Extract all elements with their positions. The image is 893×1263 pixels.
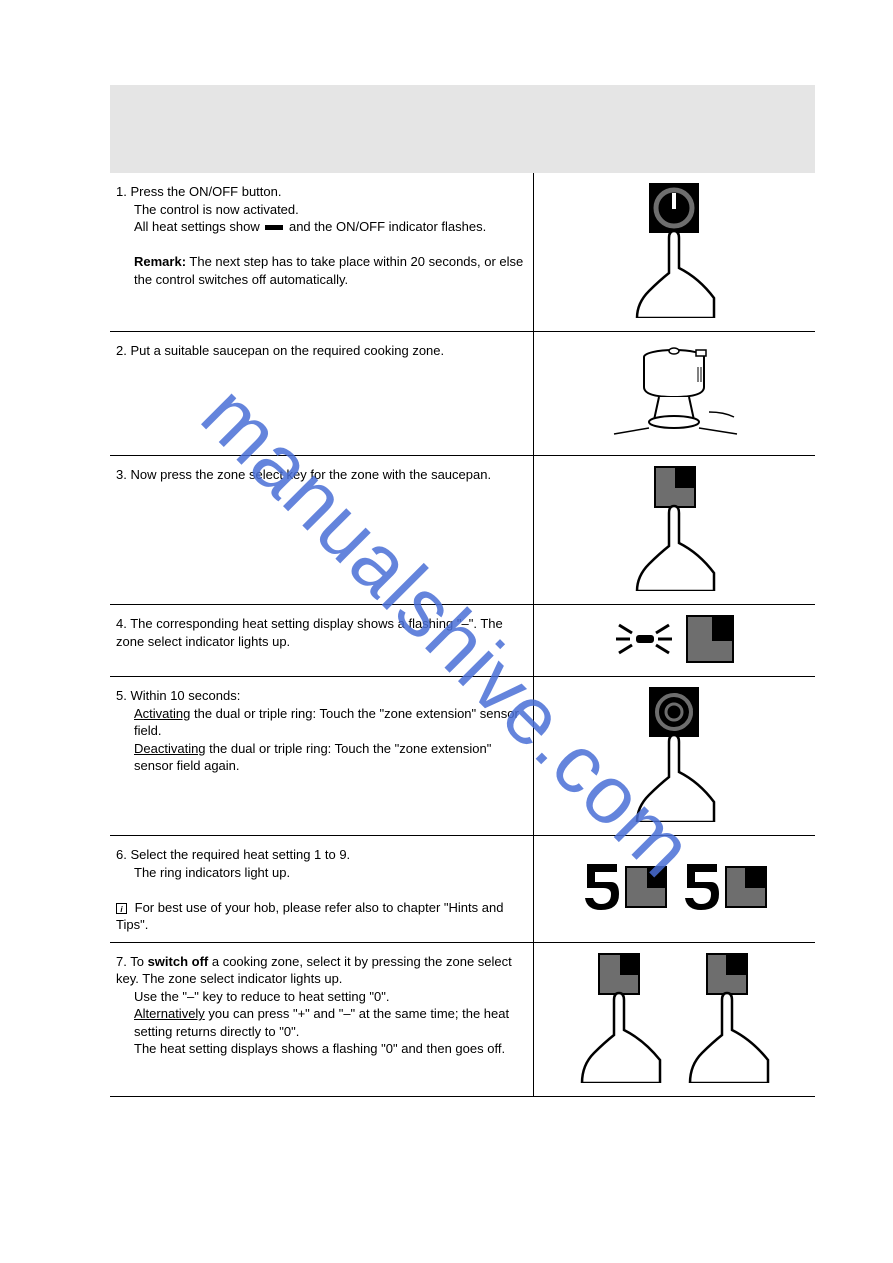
dash-icon (265, 225, 283, 230)
power-with-hand-icon (619, 183, 729, 323)
step-line: Within 10 seconds: (130, 688, 240, 703)
pot-on-zone-icon (609, 342, 739, 447)
table-row: 1. Press the ON/OFF button. The control … (110, 173, 815, 332)
step-number: 7. (116, 954, 127, 969)
step-line: Put a suitable saucepan on the required … (130, 343, 444, 358)
table-row: 6. Select the required heat setting 1 to… (110, 836, 815, 943)
step-7-text: 7. To switch off a cooking zone, select … (110, 942, 533, 1096)
step-5-illustration (533, 677, 815, 836)
step-3-text: 3. Now press the zone select key for the… (110, 456, 533, 605)
table-row: 3. Now press the zone select key for the… (110, 456, 815, 605)
step-line: The heat setting displays shows a flashi… (116, 1040, 527, 1058)
step-line: Activating the dual or triple ring: Touc… (116, 705, 527, 740)
step-line: The control is now activated. (116, 201, 527, 219)
zone-square-icon (686, 615, 734, 668)
zone-right-hand-icon (678, 953, 778, 1088)
step-5-text: 5. Within 10 seconds: Activating the dua… (110, 677, 533, 836)
step-2-text: 2. Put a suitable saucepan on the requir… (110, 332, 533, 456)
flashing-dash-icon (614, 615, 674, 668)
step-6-text: 6. Select the required heat setting 1 to… (110, 836, 533, 943)
info-icon: i (116, 903, 127, 914)
step-3-illustration (533, 456, 815, 605)
step-tip: For best use of your hob, please refer a… (116, 900, 503, 933)
dual- aug-with-hand-icon (619, 687, 729, 827)
steps-table: 1. Press the ON/OFF button. The control … (110, 173, 815, 1097)
table-row: 7. To switch off a cooking zone, select … (110, 942, 815, 1096)
table-row: 5. Within 10 seconds: Activating the dua… (110, 677, 815, 836)
step-line: To switch off a cooking zone, select it … (116, 954, 512, 987)
step-line: Alternatively you can press "+" and "–" … (116, 1005, 527, 1040)
step-line: Deactivating the dual or triple ring: To… (116, 740, 527, 775)
step-number: 1. (116, 184, 127, 199)
digit-5-zone-left-icon (579, 858, 669, 921)
step-number: 2. (116, 343, 127, 358)
step-line: Press the ON/OFF button. (130, 184, 281, 199)
step-number: 5. (116, 688, 127, 703)
table-row: 4. The corresponding heat setting displa… (110, 605, 815, 677)
zone-left-hand-icon (570, 953, 670, 1088)
table-row: 2. Put a suitable saucepan on the requir… (110, 332, 815, 456)
step-2-illustration (533, 332, 815, 456)
step-1-illustration (533, 173, 815, 332)
digit-5-zone-right-icon (679, 858, 769, 921)
step-remark: Remark: The next step has to take place … (116, 253, 527, 288)
step-line: The corresponding heat setting display s… (116, 616, 503, 649)
step-line: Select the required heat setting 1 to 9. (130, 847, 350, 862)
step-number: 3. (116, 467, 127, 482)
step-line: Now press the zone select key for the zo… (130, 467, 491, 482)
step-number: 4. (116, 616, 127, 631)
step-line: All heat settings show and the ON/OFF in… (116, 218, 527, 236)
step-line: Use the "–" key to reduce to heat settin… (116, 988, 527, 1006)
step-line: The ring indicators light up. (116, 864, 527, 882)
step-1-text: 1. Press the ON/OFF button. The control … (110, 173, 533, 332)
header-band (110, 85, 815, 173)
step-7-illustration (533, 942, 815, 1096)
step-4-illustration (533, 605, 815, 677)
step-4-text: 4. The corresponding heat setting displa… (110, 605, 533, 677)
zone-with-hand-icon (619, 466, 729, 596)
step-6-illustration (533, 836, 815, 943)
step-number: 6. (116, 847, 127, 862)
